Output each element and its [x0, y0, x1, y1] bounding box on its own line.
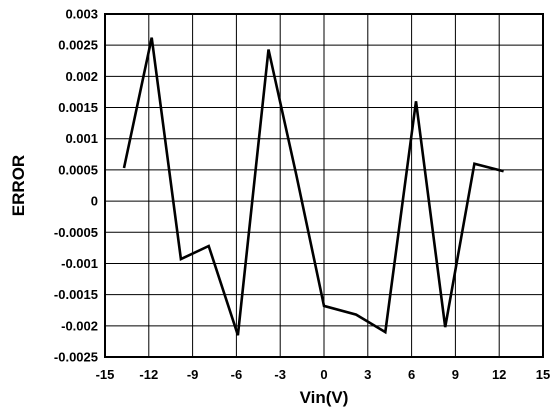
x-axis-title: Vin(V) — [300, 388, 349, 407]
x-tick-label: 15 — [536, 367, 550, 382]
x-tick-label: 12 — [492, 367, 506, 382]
x-tick-label: -15 — [96, 367, 115, 382]
y-tick-label: 0.003 — [65, 7, 98, 22]
x-tick-label: -3 — [274, 367, 286, 382]
y-tick-label: 0.0005 — [58, 162, 98, 177]
y-tick-label: -0.002 — [61, 318, 98, 333]
series-group — [122, 37, 504, 336]
x-tick-label: 6 — [408, 367, 415, 382]
y-tick-label: -0.0005 — [54, 225, 98, 240]
y-tick-label: 0.001 — [65, 131, 98, 146]
y-tick-label: 0.0015 — [58, 100, 98, 115]
y-tick-label: -0.0025 — [54, 350, 98, 365]
x-tick-label: -6 — [231, 367, 243, 382]
y-tick-label: 0.0025 — [58, 38, 98, 53]
x-tick-label: 0 — [320, 367, 327, 382]
x-tick-label: -12 — [139, 367, 158, 382]
plot-frame — [104, 13, 544, 358]
y-tick-label: 0.002 — [65, 69, 98, 84]
y-tick-labels: 0.003 0.0025 0.002 0.0015 0.001 0.0005 0 -0.000… — [54, 7, 98, 365]
x-tick-label: 9 — [452, 367, 459, 382]
series-line — [122, 37, 504, 336]
y-tick-label: 0 — [91, 194, 98, 209]
x-tick-label: -9 — [187, 367, 199, 382]
x-tick-label: 3 — [364, 367, 371, 382]
y-tick-label: -0.0015 — [54, 287, 98, 302]
y-tick-label: -0.001 — [61, 256, 98, 271]
x-tick-labels: -15 -12 -9 -6 -3 0 3 6 9 12 15 — [96, 367, 551, 382]
y-axis-title: ERROR — [9, 155, 28, 216]
